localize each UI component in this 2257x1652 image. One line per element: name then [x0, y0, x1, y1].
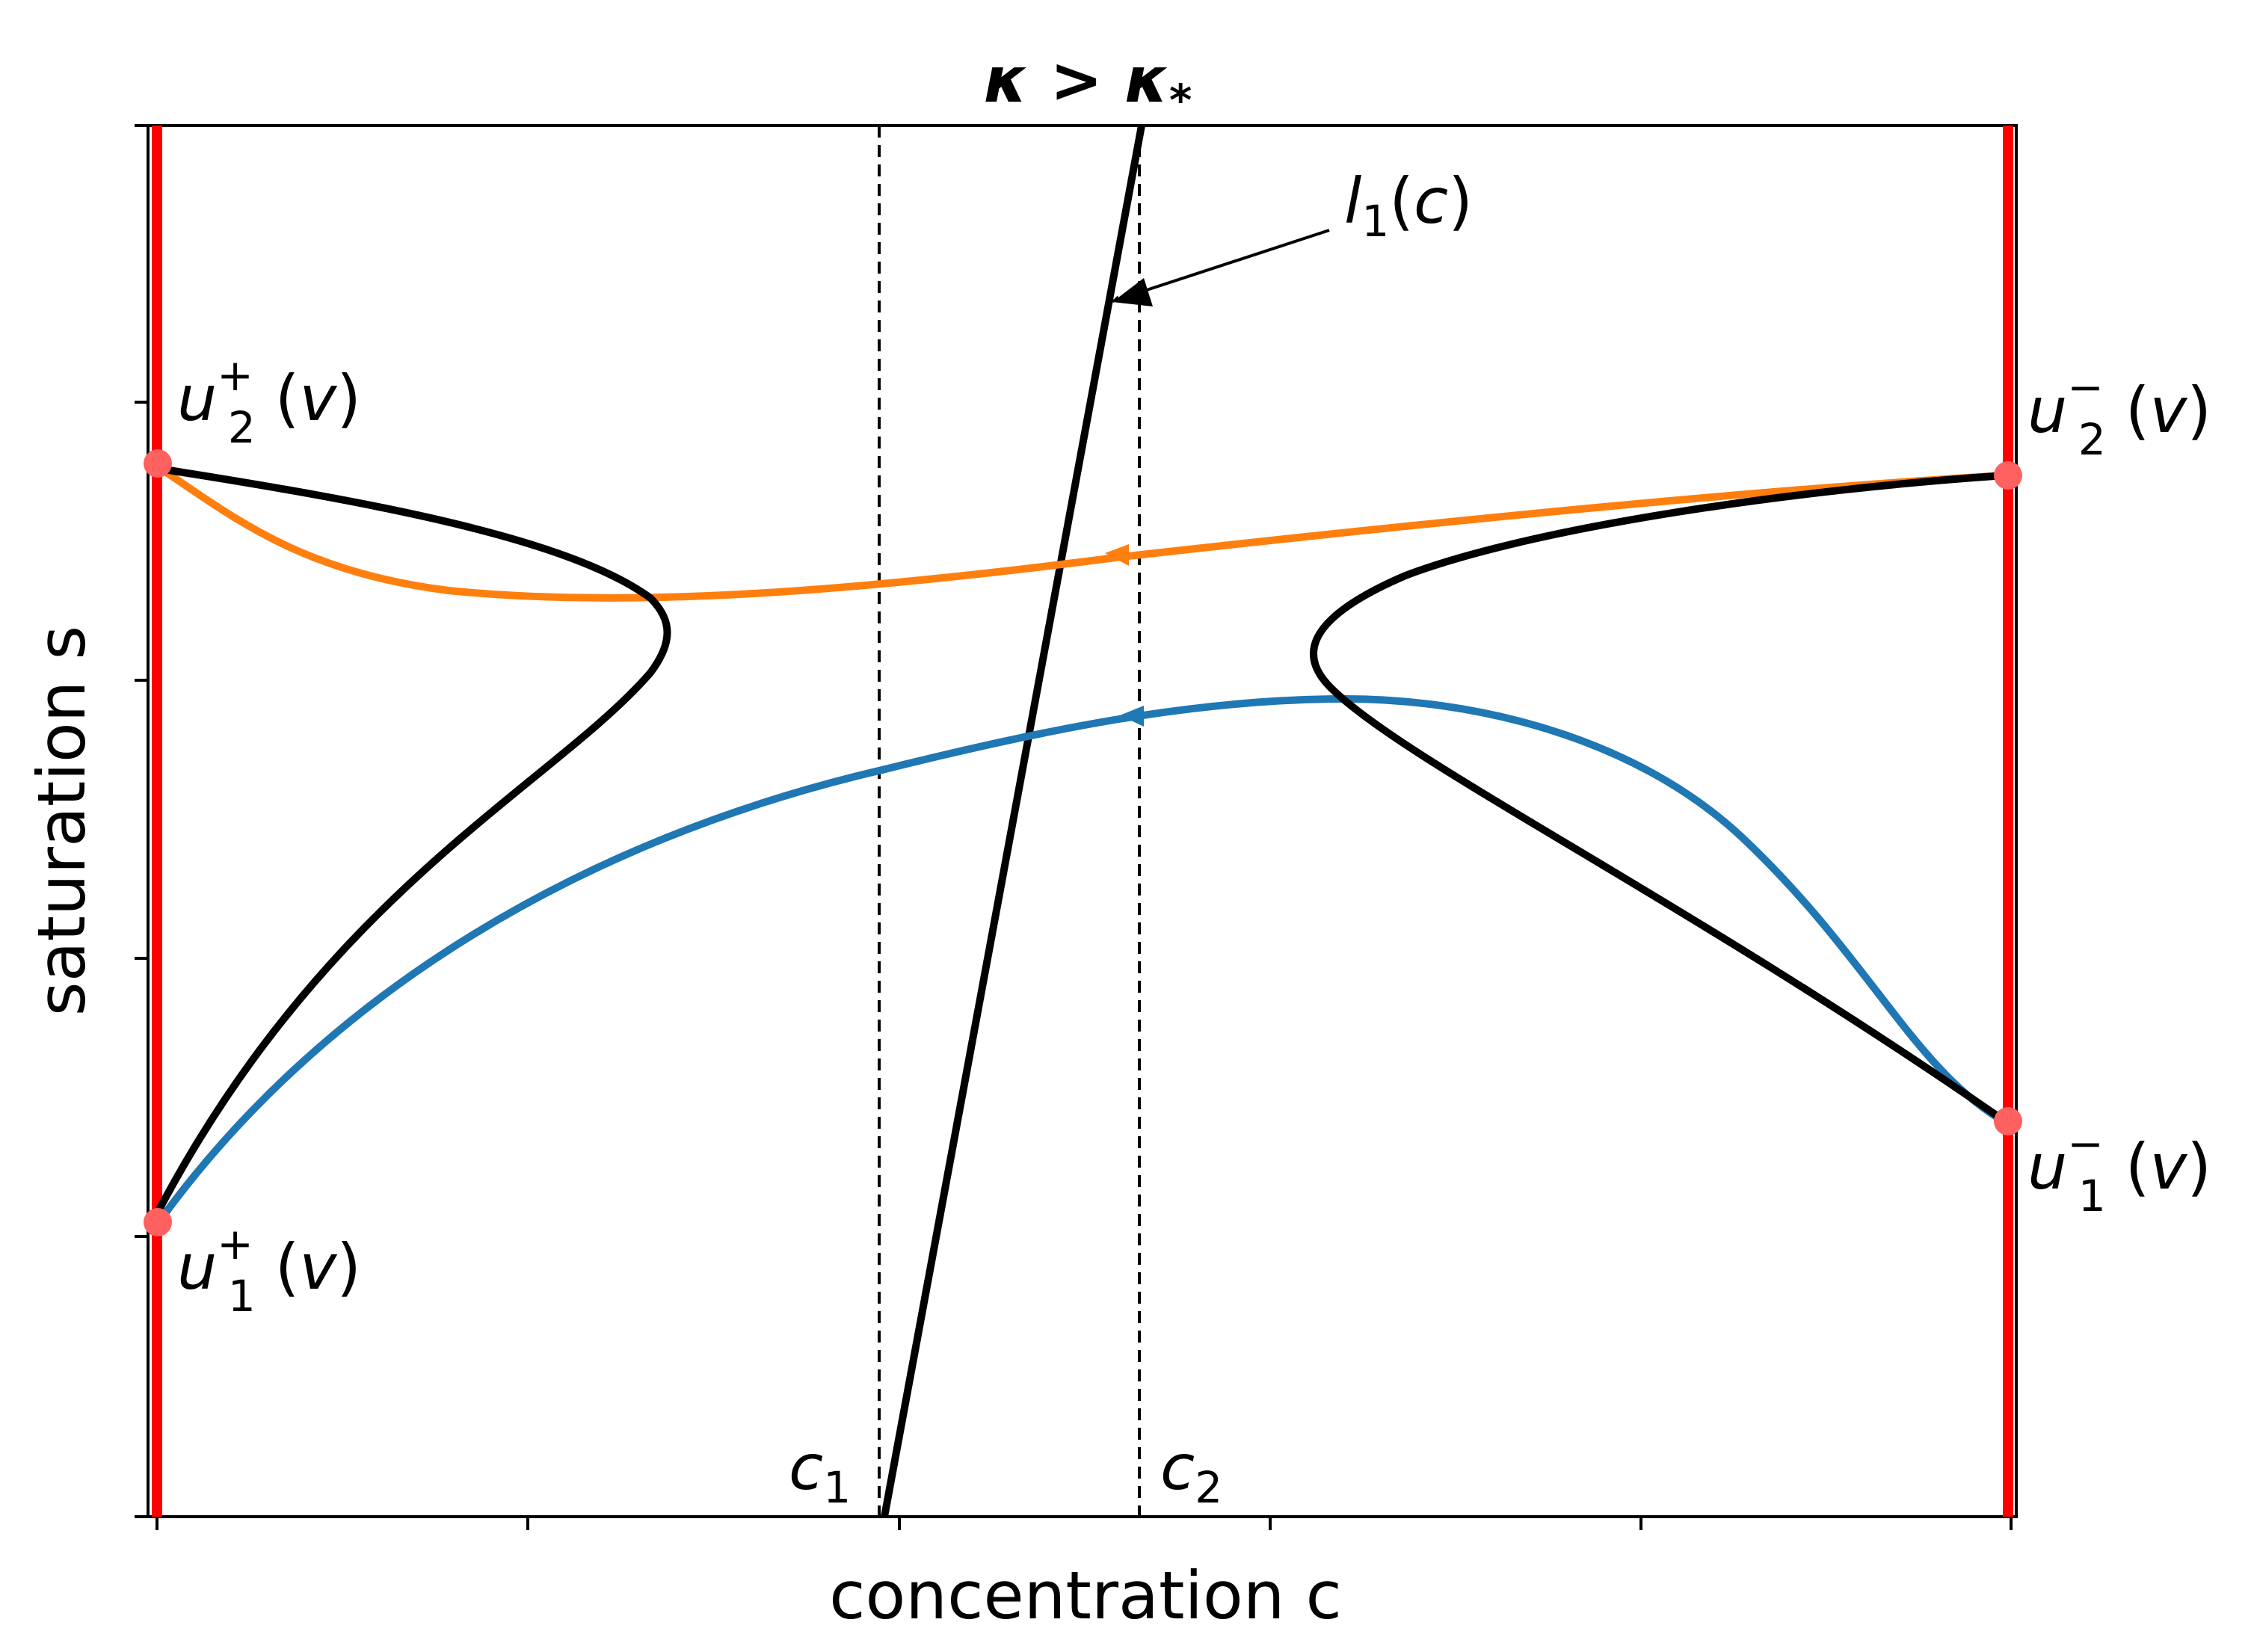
l1-pointer-arrowhead: [1112, 278, 1153, 306]
u1-plus-label: u+ 1 (v): [177, 1218, 361, 1322]
point-u2-minus: [1994, 461, 2022, 490]
point-u1-plus: [144, 1208, 172, 1236]
u2-minus-label: u− 2 (v): [2027, 362, 2211, 465]
x-axis-label: concentration c: [829, 1557, 1342, 1634]
c2-label: c2: [1160, 1431, 1222, 1513]
l1-line: [881, 125, 1145, 1517]
black-curve-left: [156, 465, 671, 1212]
black-curve-right: [1310, 472, 2007, 1125]
c1-label: c1: [789, 1431, 851, 1513]
y-axis-label: saturation s: [23, 626, 100, 1017]
x-ticks: [156, 1517, 2013, 1530]
y-ticks: [135, 124, 148, 1518]
orange-curve: [158, 465, 2006, 602]
point-u2-plus: [144, 449, 172, 478]
plot-frame: [147, 124, 2018, 1518]
blue-curve: [158, 694, 2006, 1221]
point-u1-minus: [1994, 1107, 2022, 1135]
chart-title: κ > κ*: [984, 43, 1192, 126]
l1-label: l1(c): [1344, 164, 1473, 247]
l1-pointer-arrow: [1112, 229, 1330, 303]
u2-plus-label: u+ 2 (v): [177, 350, 361, 453]
orange-curve-arrow: [1105, 544, 1129, 566]
blue-curve-arrow: [1120, 706, 1144, 727]
u1-minus-label: u− 1 (v): [2027, 1118, 2211, 1221]
